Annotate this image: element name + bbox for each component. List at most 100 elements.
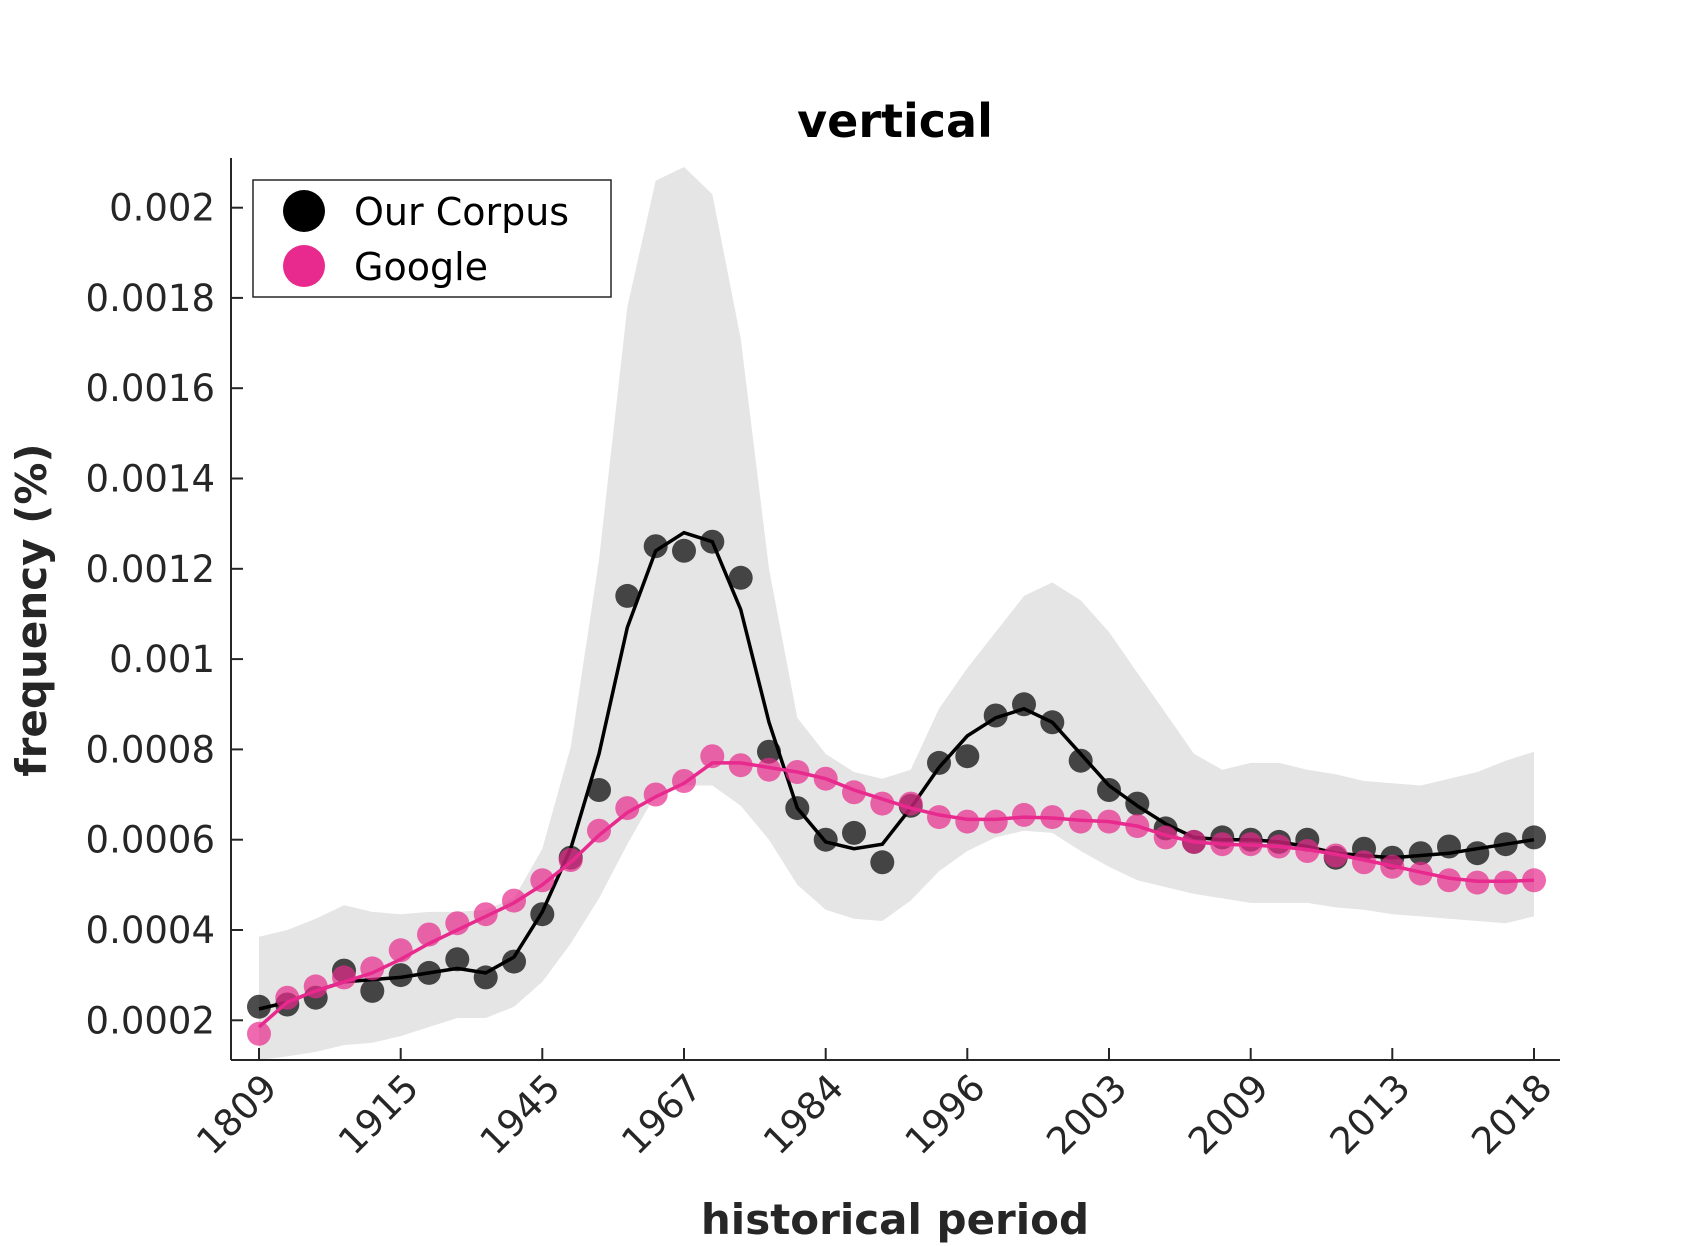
- google-point: [247, 1021, 271, 1046]
- y-axis-label: frequency (%): [7, 443, 56, 776]
- y-tick-label: 0.002: [109, 187, 215, 230]
- corpus-point: [1522, 825, 1546, 850]
- google-point: [955, 809, 980, 834]
- corpus-point: [983, 703, 1008, 728]
- x-tick-label: 2003: [1038, 1066, 1135, 1163]
- google-point: [417, 922, 441, 947]
- google-point: [1493, 870, 1518, 895]
- google-point: [1352, 850, 1376, 875]
- google-point: [870, 791, 895, 816]
- google-point: [813, 766, 838, 791]
- google-point: [983, 809, 1008, 834]
- google-smooth-line: [257, 761, 1535, 1029]
- corpus-point: [473, 965, 498, 990]
- y-ticks: 0.0002 0.0004 0.0006 0.0008 0.001 0.0012 0.001…: [86, 187, 243, 1042]
- x-tick-label: 1945: [472, 1066, 569, 1163]
- corpus-point: [615, 583, 640, 608]
- legend-marker-corpus: [283, 190, 325, 232]
- google-point: [1097, 809, 1121, 834]
- corpus-point: [813, 827, 838, 852]
- corpus-point: [785, 796, 810, 821]
- google-point: [1210, 832, 1235, 857]
- corpus-point: [643, 534, 668, 559]
- google-point: [615, 796, 640, 821]
- plot-area: [247, 167, 1546, 1060]
- corpus-point: [757, 739, 781, 764]
- google-point: [1267, 834, 1291, 859]
- google-point: [1522, 868, 1546, 893]
- corpus-point: [1040, 710, 1065, 735]
- y-tick-label: 0.0004: [86, 909, 215, 952]
- x-tick-label: 2013: [1322, 1066, 1419, 1163]
- corpus-point: [417, 960, 441, 985]
- x-tick-label: 1809: [188, 1066, 285, 1163]
- x-tick-label: 1915: [330, 1066, 427, 1163]
- google-point: [643, 782, 668, 807]
- corpus-point: [1465, 841, 1490, 866]
- chart-title: vertical: [797, 94, 993, 148]
- google-point: [445, 911, 470, 936]
- corpus-point: [672, 538, 696, 563]
- y-tick-label: 0.0002: [86, 999, 215, 1042]
- y-tick-label: 0.001: [109, 638, 215, 681]
- y-tick-label: 0.0012: [86, 548, 215, 591]
- google-point: [1040, 805, 1065, 830]
- x-ticks: 1809 1915 1945 1967 1984 1996 2003 2009 2013 2018: [188, 1048, 1560, 1163]
- x-tick-label: 2009: [1180, 1066, 1277, 1163]
- google-point: [1153, 825, 1178, 850]
- google-point: [1182, 829, 1206, 854]
- legend: Our Corpus Google: [252, 179, 612, 298]
- corpus-point: [1068, 748, 1093, 773]
- google-point: [700, 744, 725, 769]
- google-point: [1437, 868, 1461, 893]
- corpus-point: [955, 744, 980, 769]
- corpus-point: [388, 963, 413, 988]
- corpus-point: [530, 902, 555, 927]
- corpus-point: [842, 820, 866, 845]
- y-tick-label: 0.0016: [86, 367, 215, 410]
- corpus-point: [1493, 832, 1518, 857]
- google-point: [332, 965, 356, 990]
- x-tick-label: 1996: [897, 1066, 994, 1163]
- x-tick-label: 1984: [755, 1066, 852, 1163]
- corpus-smooth-line: [258, 530, 1535, 1011]
- google-point: [388, 938, 413, 963]
- corpus-point: [728, 565, 753, 590]
- google-point: [587, 818, 611, 843]
- corpus-point: [1125, 791, 1150, 816]
- y-tick-label: 0.0008: [86, 728, 215, 771]
- y-tick-label: 0.0006: [86, 819, 215, 862]
- y-tick-label: 0.0014: [86, 458, 215, 501]
- corpus-point: [1408, 841, 1433, 866]
- corpus-point: [927, 750, 951, 775]
- google-point: [785, 760, 810, 784]
- google-point: [1380, 854, 1405, 879]
- google-point: [898, 791, 923, 816]
- google-point: [842, 780, 866, 805]
- corpus-point: [1097, 778, 1121, 802]
- corpus-point: [870, 850, 895, 875]
- google-point: [1012, 802, 1036, 827]
- google-point: [757, 757, 781, 782]
- legend-label-corpus: Our Corpus: [354, 190, 569, 234]
- google-point: [360, 956, 385, 981]
- google-points: [247, 744, 1546, 1046]
- legend-label-google: Google: [354, 245, 488, 289]
- google-point: [728, 753, 753, 778]
- google-point: [303, 974, 328, 999]
- x-tick-label: 2018: [1463, 1066, 1560, 1163]
- google-point: [558, 848, 583, 872]
- corpus-point: [700, 529, 725, 554]
- y-tick-label: 0.0018: [86, 277, 215, 320]
- google-point: [1125, 814, 1150, 839]
- corpus-point: [502, 949, 526, 974]
- google-point: [502, 888, 526, 913]
- google-point: [1238, 832, 1263, 857]
- google-point: [473, 902, 498, 927]
- corpus-point: [247, 994, 271, 1019]
- corpus-point: [445, 947, 470, 972]
- google-point: [1408, 861, 1433, 886]
- google-point: [672, 769, 696, 793]
- legend-marker-google: [283, 245, 325, 287]
